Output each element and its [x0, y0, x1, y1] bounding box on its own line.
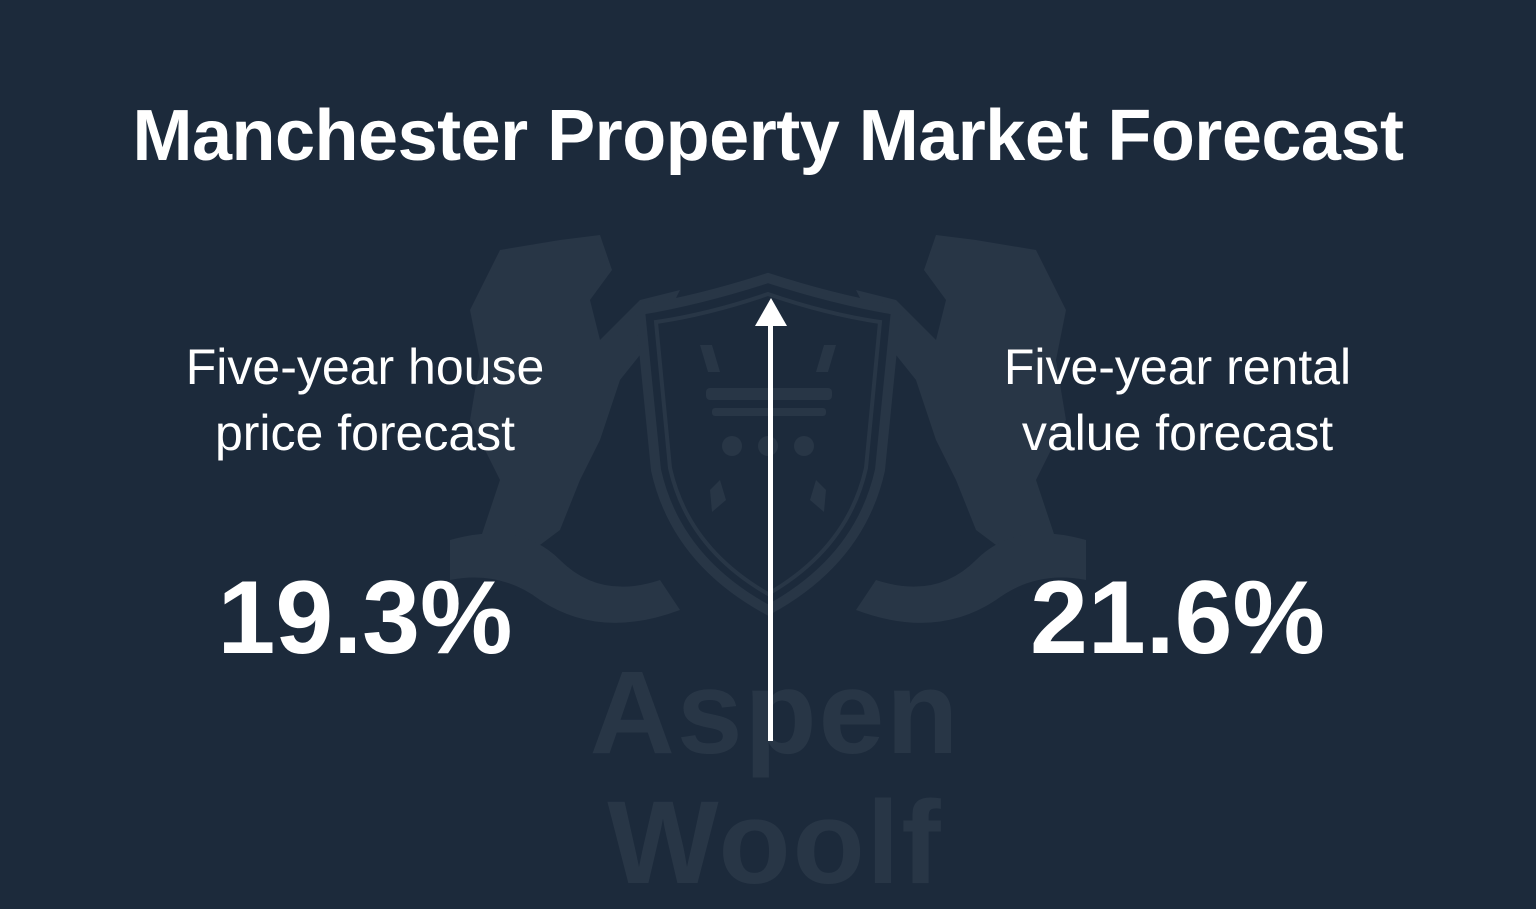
watermark-brand: Aspen Woolf: [589, 647, 961, 909]
page-title: Manchester Property Market Forecast: [132, 96, 1404, 176]
house-price-label-line2: price forecast: [214, 405, 516, 461]
rental-value-forecast: Five-year rental value forecast 21.6%: [945, 334, 1410, 678]
house-price-value: 19.3%: [217, 560, 513, 676]
rental-value-label-line2: value forecast: [1021, 405, 1334, 461]
divider-arrow-line: [768, 320, 773, 741]
house-price-label-line1: Five-year house: [185, 339, 545, 395]
rental-value-value: 21.6%: [1030, 560, 1325, 676]
wolf-crest-icon: [450, 235, 1086, 623]
rental-value-label-line1: Five-year rental: [1003, 339, 1352, 395]
house-price-forecast: Five-year house price forecast 19.3%: [130, 334, 600, 678]
